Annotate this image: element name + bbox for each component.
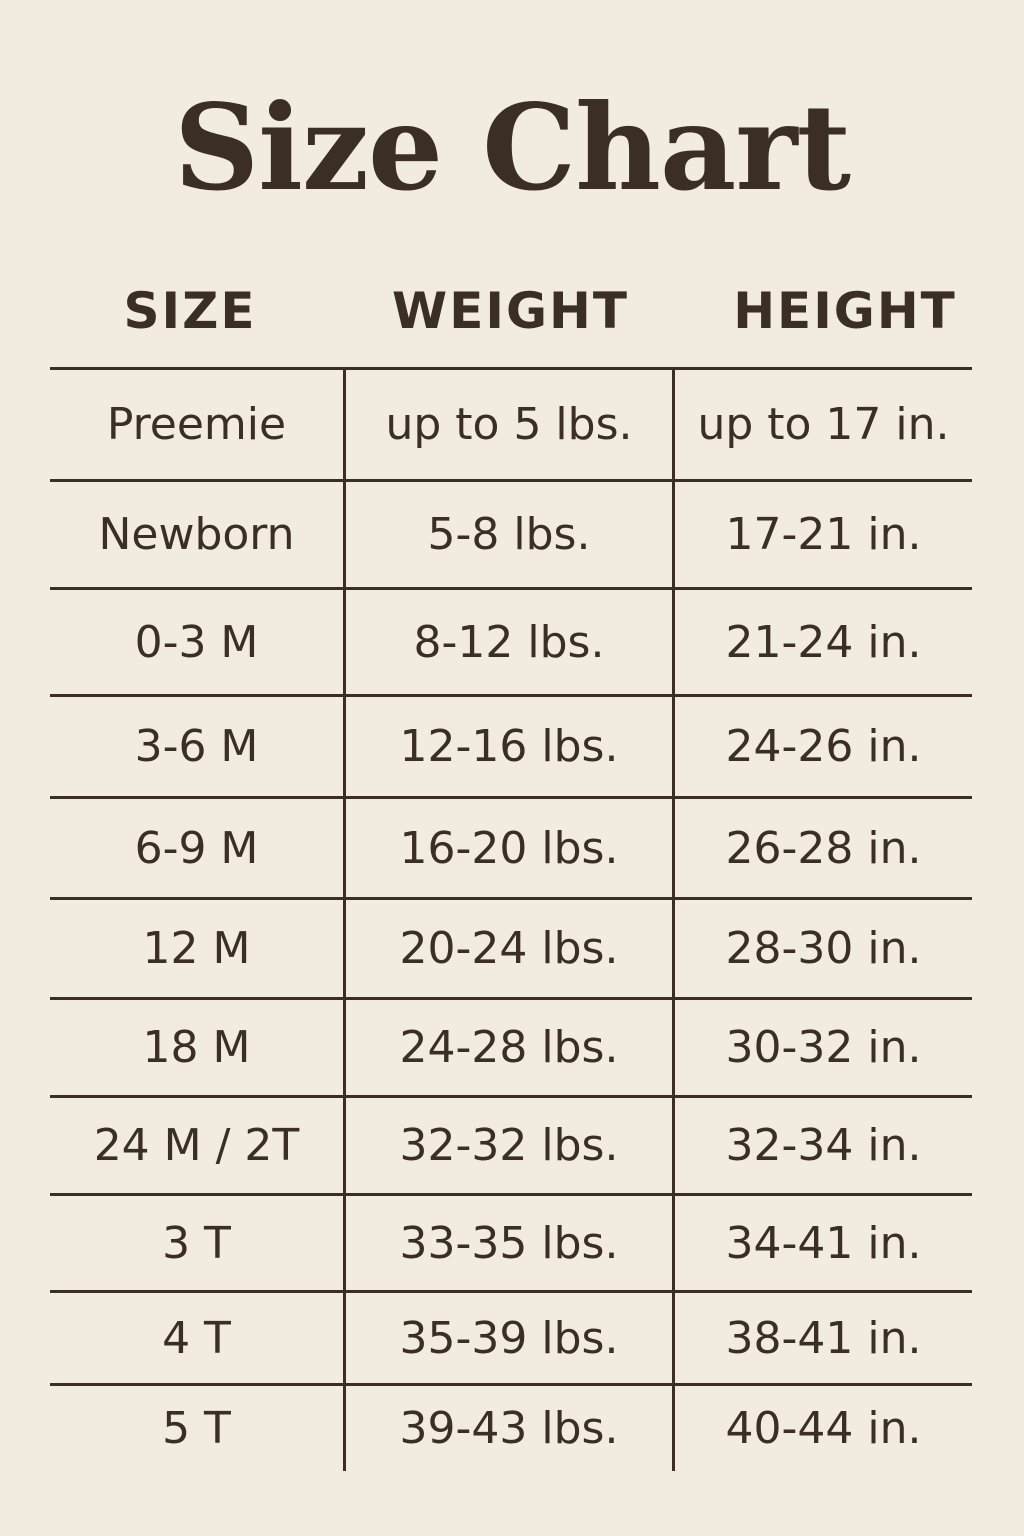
- cell-size: Preemie: [50, 370, 346, 479]
- size-table: Preemie up to 5 lbs. up to 17 in. Newborn 5-…: [50, 367, 972, 1471]
- cell-size: 3 T: [50, 1196, 346, 1290]
- cell-size: 0-3 M: [50, 590, 346, 694]
- cell-size: 12 M: [50, 900, 346, 997]
- table-row: Preemie up to 5 lbs. up to 17 in.: [50, 370, 972, 482]
- cell-weight: 16-20 lbs.: [346, 799, 675, 897]
- cell-size: Newborn: [50, 482, 346, 587]
- cell-weight: 20-24 lbs.: [346, 900, 675, 997]
- cell-height: 26-28 in.: [725, 822, 922, 874]
- table-row: Newborn 5-8 lbs. 17-21 in.: [50, 482, 972, 590]
- cell-weight: 33-35 lbs.: [346, 1196, 675, 1290]
- table-row: 24 M / 2T 32-32 lbs. 32-34 in.: [50, 1098, 972, 1196]
- cell-size: 4 T: [50, 1293, 346, 1383]
- cell-weight: up to 5 lbs.: [346, 370, 675, 479]
- table-row: 3 T 33-35 lbs. 34-41 in.: [50, 1196, 972, 1293]
- table-row: 5 T 39-43 lbs. 40-44 in.: [50, 1386, 972, 1471]
- table-row: 18 M 24-28 lbs. 30-32 in.: [50, 1000, 972, 1098]
- table-row: 3-6 M 12-16 lbs. 24-26 in.: [50, 697, 972, 799]
- page-title: Size Chart: [173, 78, 851, 217]
- cell-size: 5 T: [50, 1386, 346, 1471]
- cell-height: 40-44 in.: [725, 1403, 922, 1454]
- cell-size: 24 M / 2T: [50, 1098, 346, 1193]
- cell-weight: 5-8 lbs.: [346, 482, 675, 587]
- cell-weight: 24-28 lbs.: [346, 1000, 675, 1095]
- cell-height: up to 17 in.: [697, 399, 950, 450]
- cell-size: 18 M: [50, 1000, 346, 1095]
- cell-size: 3-6 M: [50, 697, 346, 796]
- cell-weight: 39-43 lbs.: [346, 1386, 675, 1471]
- header-weight: WEIGHT: [392, 282, 629, 340]
- cell-weight: 32-32 lbs.: [346, 1098, 675, 1193]
- table-row: 12 M 20-24 lbs. 28-30 in.: [50, 900, 972, 1000]
- header-height: HEIGHT: [733, 282, 957, 340]
- cell-height: 28-30 in.: [725, 923, 922, 974]
- table-row: 4 T 35-39 lbs. 38-41 in.: [50, 1293, 972, 1386]
- cell-weight: 8-12 lbs.: [346, 590, 675, 694]
- header-size: SIZE: [123, 282, 257, 340]
- table-row: 6-9 M 16-20 lbs. 26-28 in.: [50, 799, 972, 900]
- cell-height: 21-24 in.: [725, 616, 922, 668]
- cell-height: 17-21 in.: [725, 509, 922, 560]
- cell-height: 32-34 in.: [725, 1120, 922, 1171]
- cell-weight: 35-39 lbs.: [346, 1293, 675, 1383]
- cell-height: 34-41 in.: [725, 1217, 922, 1269]
- cell-weight: 12-16 lbs.: [346, 697, 675, 796]
- table-row: 0-3 M 8-12 lbs. 21-24 in.: [50, 590, 972, 697]
- cell-height: 30-32 in.: [725, 1022, 922, 1073]
- cell-size: 6-9 M: [50, 799, 346, 897]
- cell-height: 24-26 in.: [725, 721, 922, 772]
- cell-height: 38-41 in.: [725, 1312, 922, 1364]
